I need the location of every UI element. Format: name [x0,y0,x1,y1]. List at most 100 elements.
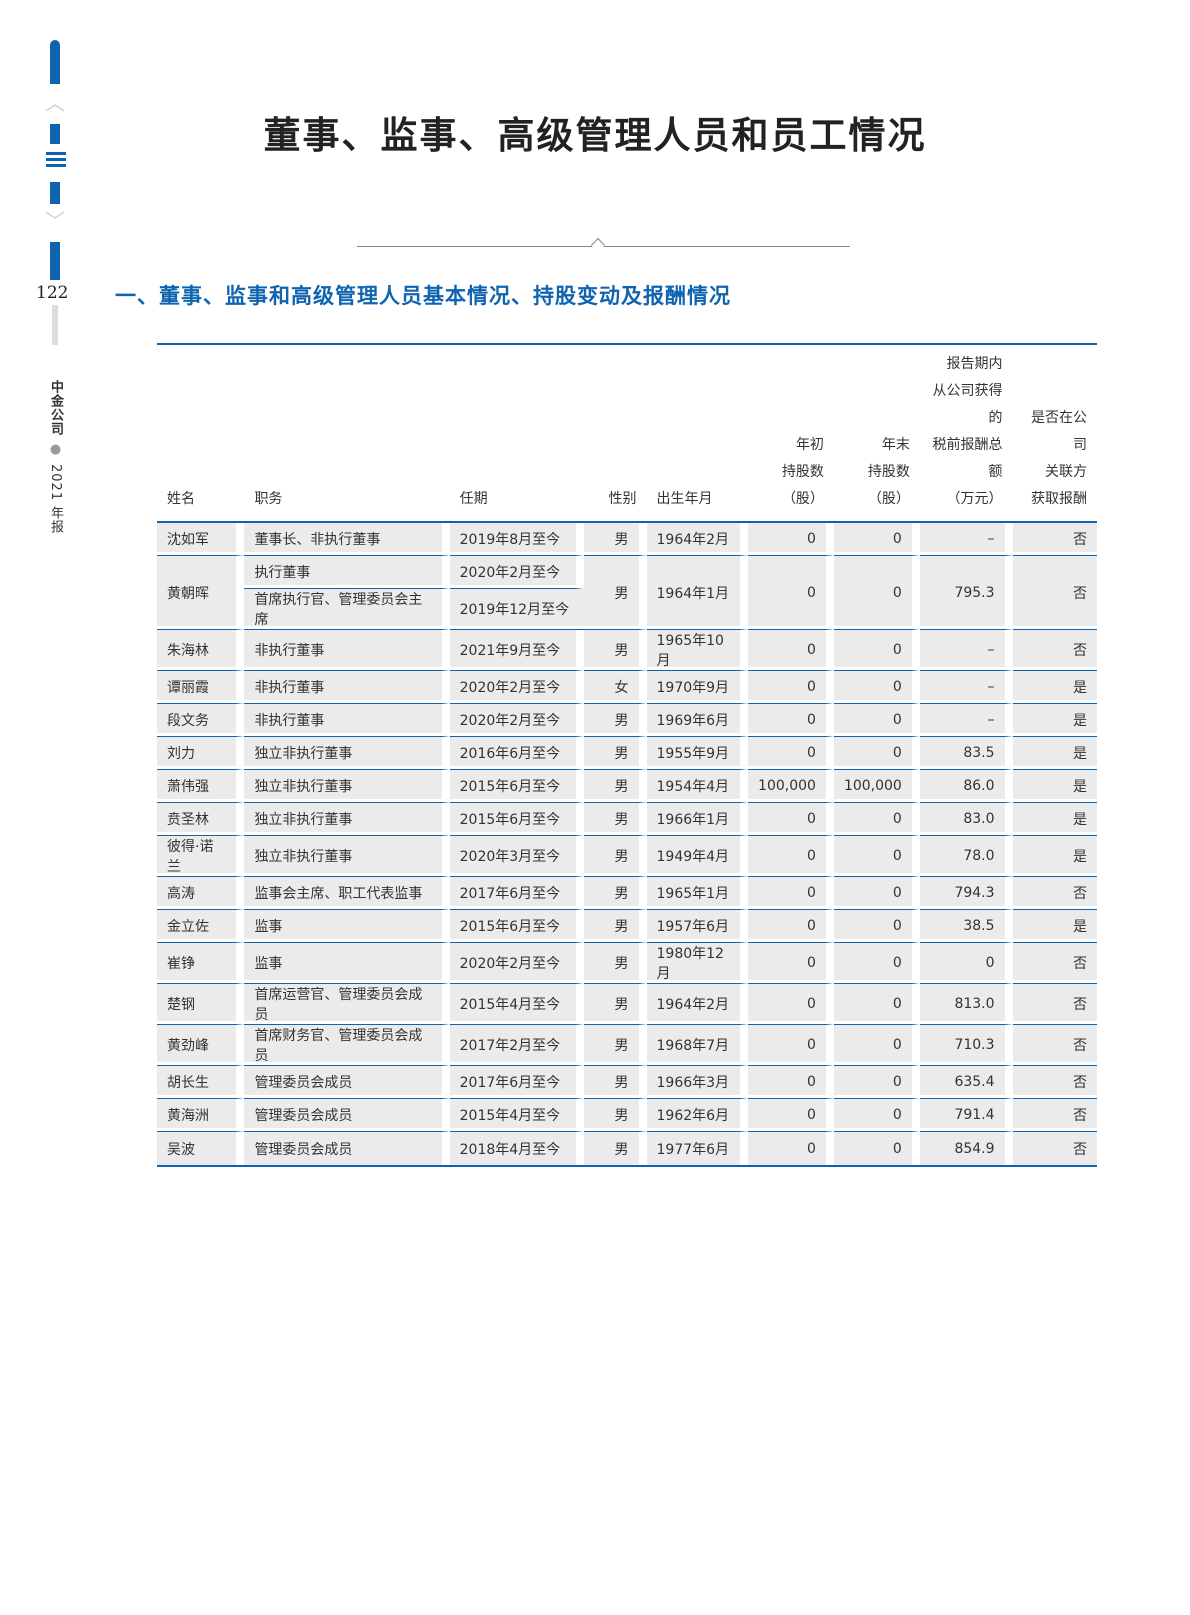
table-cell: 董事长、非执行董事 [244,523,450,556]
sidebar-divider [52,305,58,345]
table-cell: 0 [833,1066,920,1099]
table-cell: 2016年6月至今 [449,737,584,770]
table-cell: 0 [919,943,1013,984]
table-cell: 男 [583,630,647,671]
table-row: 崔铮 监事 2020年2月至今男 1980年12月 0 0 0 否 [157,943,1097,984]
table-cell: 0 [833,704,920,737]
page-number: 122 [36,283,69,303]
table-cell: – [919,671,1013,704]
table-cell: 监事 [244,910,450,943]
list-icon[interactable] [46,152,66,167]
table-cell: 是 [1012,671,1097,704]
column-header: 性别 [583,345,647,523]
chevron-down-icon[interactable]: ﹀ [45,209,65,233]
table-cell: 1954年4月 [646,770,749,803]
sidebar-bar [50,124,60,144]
table-cell: 38.5 [919,910,1013,943]
table-row: 首席执行官、管理委员会主席 2019年12月至今 [157,589,1097,630]
table-cell: 男 [583,1099,647,1132]
table-cell: 管理委员会成员 [244,1099,450,1132]
table-row: 贲圣林 独立非执行董事 2015年6月至今男 1966年1月 0 0 83.0 是 [157,803,1097,836]
table-cell: 86.0 [919,770,1013,803]
table-cell: – [919,630,1013,671]
table-cell: 监事会主席、职工代表监事 [244,877,450,910]
table-cell: 是 [1012,737,1097,770]
table-cell: 78.0 [919,836,1013,877]
table-cell: 独立非执行董事 [244,803,450,836]
table-cell: 0 [748,803,834,836]
table-cell: 否 [1012,630,1097,671]
report-label: 中金公司●2021 年报 [48,380,63,535]
table-cell: 否 [1012,877,1097,910]
table-cell: 2021年9月至今 [449,630,584,671]
table-cell: 非执行董事 [244,630,450,671]
table-cell: 2020年2月至今 [449,556,584,589]
column-header: 是否在公司 关联方 获取报酬 [1012,345,1097,523]
table-cell: 谭丽霞 [157,671,245,704]
table-cell: 1964年1月 [646,556,749,630]
table-cell: 黄劲峰 [157,1025,245,1066]
table-cell: 0 [833,910,920,943]
directors-table: 姓名 职务 任期 性别 出生年月 年初 持股数 （股） 年末 持股数 （股） 报告期内 从公司获得的 税前… [157,343,1097,1167]
table-cell: 794.3 [919,877,1013,910]
table-cell: 795.3 [919,556,1013,630]
table-cell: 否 [1012,984,1097,1025]
table-row: 高涛 监事会主席、职工代表监事 2017年6月至今男 1965年1月 0 0 794.3 否 [157,877,1097,910]
table-cell: 0 [833,803,920,836]
table-cell: 非执行董事 [244,704,450,737]
table-cell: 否 [1012,1025,1097,1066]
table-cell: 是 [1012,836,1097,877]
table-cell: 男 [583,877,647,910]
table-row: 彼得·诺兰 独立非执行董事 2020年3月至今男 1949年4月 0 0 78.0 是 [157,836,1097,877]
table-cell: 0 [748,671,834,704]
table-cell: 2015年4月至今 [449,984,584,1025]
table-cell: 男 [583,943,647,984]
table-cell: 彼得·诺兰 [157,836,245,877]
table-cell: 83.0 [919,803,1013,836]
table-cell: 1968年7月 [646,1025,749,1066]
table-cell: 1980年12月 [646,943,749,984]
table-cell: 1957年6月 [646,910,749,943]
table-cell: 2015年6月至今 [449,910,584,943]
table-cell: 男 [583,556,647,630]
table-cell: 2020年2月至今 [449,671,584,704]
column-header: 年末 持股数 （股） [833,345,920,523]
table-cell: 管理委员会成员 [244,1066,450,1099]
table-row: 沈如军 董事长、非执行董事 2019年8月至今男 1964年2月 0 0– 否 [157,523,1097,556]
table-cell: 男 [583,910,647,943]
table-cell: 执行董事 [244,556,450,589]
table-cell: 否 [1012,556,1097,630]
table-cell: 1977年6月 [646,1132,749,1165]
table-cell: 1965年1月 [646,877,749,910]
column-header: 任期 [449,345,584,523]
table-cell: 否 [1012,1099,1097,1132]
table-row: 胡长生 管理委员会成员 2017年6月至今男 1966年3月 0 0 635.4 否 [157,1066,1097,1099]
table-cell: 崔铮 [157,943,245,984]
table-cell: 男 [583,984,647,1025]
table-row: 吴波 管理委员会成员 2018年4月至今男 1977年6月 0 0 854.9 否 [157,1132,1097,1165]
table-cell: 0 [833,836,920,877]
table-cell: 0 [833,737,920,770]
table-cell: 男 [583,704,647,737]
table-cell: 是 [1012,803,1097,836]
table-cell: 0 [833,877,920,910]
chevron-up-icon[interactable]: ︿ [45,91,65,115]
sidebar-bar-top [50,40,60,84]
table-cell: 监事 [244,943,450,984]
table-cell: 1964年2月 [646,984,749,1025]
table-cell: 高涛 [157,877,245,910]
table-cell: 2018年4月至今 [449,1132,584,1165]
table-cell: 635.4 [919,1066,1013,1099]
table-cell: 非执行董事 [244,671,450,704]
sidebar-bar-bottom [50,242,60,280]
table-cell: 0 [833,984,920,1025]
table-cell: 男 [583,1066,647,1099]
table-cell: 是 [1012,704,1097,737]
table-cell: 0 [833,556,920,630]
table-cell: 1949年4月 [646,836,749,877]
table-cell: 男 [583,1025,647,1066]
table-cell: 是 [1012,910,1097,943]
table-cell: 0 [833,671,920,704]
table-cell: 0 [748,910,834,943]
table-cell: 1955年9月 [646,737,749,770]
